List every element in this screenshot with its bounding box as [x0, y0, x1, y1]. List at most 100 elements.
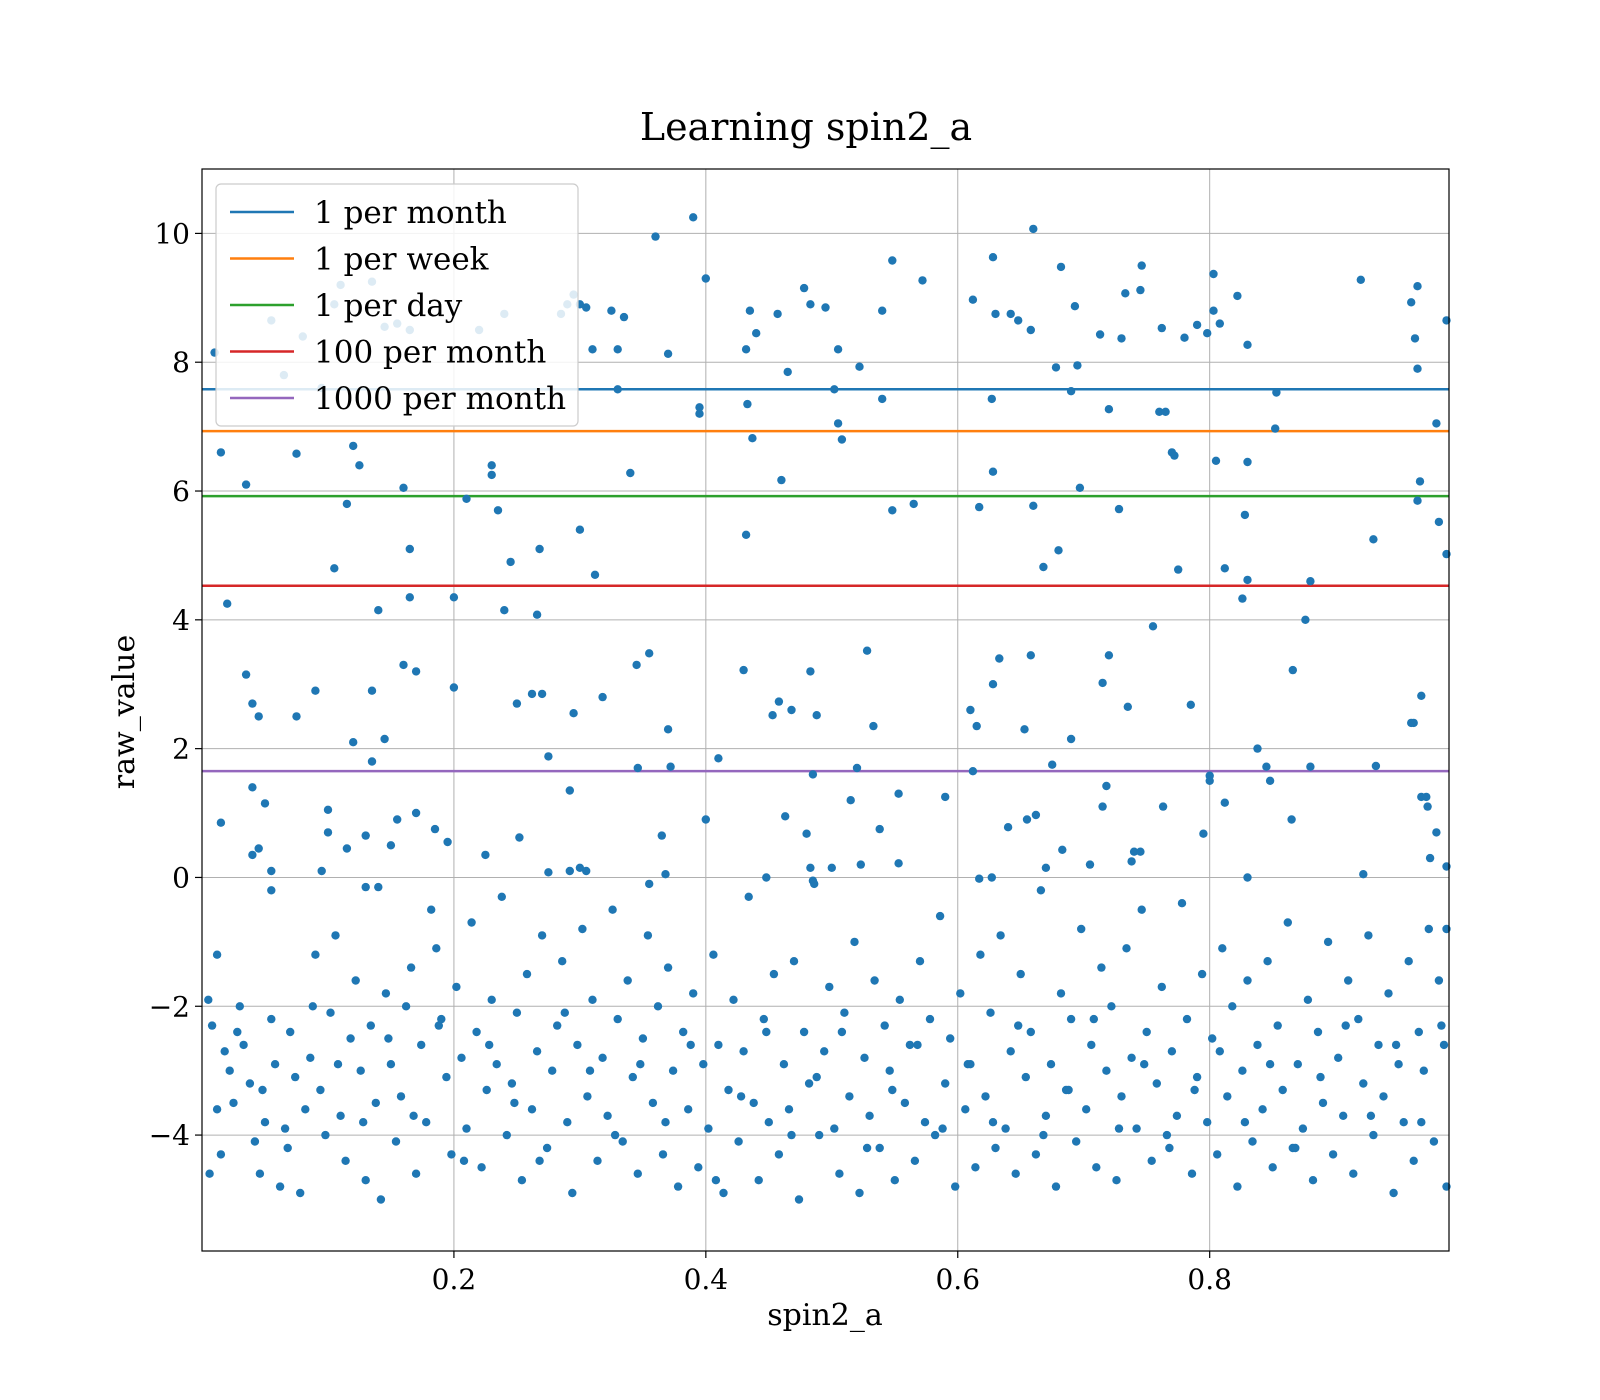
data-point [308, 1002, 317, 1011]
data-point [1341, 1021, 1350, 1030]
data-point [542, 1143, 552, 1153]
data-point [856, 860, 865, 869]
plot-frame [201, 168, 1450, 1252]
data-point [374, 606, 383, 615]
data-point [658, 1150, 668, 1159]
data-point [1243, 873, 1252, 882]
data-point [1366, 1111, 1376, 1121]
data-point [1384, 989, 1393, 998]
data-point [941, 1079, 950, 1088]
data-point [248, 850, 257, 860]
data-point [784, 1105, 794, 1114]
data-point [1228, 1002, 1237, 1011]
data-point [573, 1040, 582, 1050]
data-point [1056, 989, 1066, 998]
data-point [663, 349, 673, 358]
data-point [1253, 1040, 1262, 1050]
data-point [1087, 1040, 1096, 1050]
data-point [783, 367, 792, 377]
data-point [1434, 976, 1444, 985]
data-point [590, 570, 600, 579]
data-point [323, 805, 333, 814]
data-point [401, 1002, 411, 1011]
data-point [1243, 340, 1252, 349]
data-point [865, 1111, 874, 1121]
data-point [1192, 320, 1202, 330]
data-point [1407, 718, 1416, 728]
data-point [1157, 982, 1167, 992]
data-point [875, 824, 884, 834]
data-point [205, 1169, 214, 1178]
data-point [1334, 1053, 1343, 1063]
data-point [996, 931, 1005, 940]
data-point [588, 345, 597, 354]
data-point [544, 868, 553, 877]
data-point [1172, 1111, 1182, 1121]
data-point [714, 1040, 723, 1050]
data-point [951, 1182, 960, 1191]
data-point [391, 1137, 401, 1146]
data-point [510, 1098, 519, 1108]
data-point [1137, 905, 1146, 914]
data-point [216, 448, 226, 457]
data-point [575, 863, 585, 872]
legend-label: 100 per month [314, 335, 546, 371]
data-point [1039, 1130, 1048, 1140]
data-point [270, 1060, 280, 1069]
data-point [1439, 1040, 1449, 1050]
data-point [870, 976, 879, 985]
data-point [694, 1163, 703, 1172]
data-point [1003, 823, 1013, 832]
data-point [1104, 405, 1114, 414]
data-point [568, 1188, 577, 1198]
data-point [1051, 1182, 1061, 1191]
data-point [1391, 1040, 1401, 1050]
data-point [1157, 323, 1167, 333]
data-point [248, 699, 257, 708]
data-point [1089, 1014, 1099, 1024]
data-point [532, 610, 542, 619]
data-point [355, 461, 364, 470]
data-point [701, 274, 710, 283]
data-point [618, 1137, 627, 1146]
legend-label: 1000 per month [314, 381, 566, 417]
data-point [449, 683, 459, 692]
data-point [1066, 1014, 1076, 1024]
data-point [487, 470, 496, 480]
data-point [267, 866, 276, 876]
data-point [789, 957, 799, 966]
data-point [1278, 1085, 1287, 1095]
data-point [477, 1163, 486, 1172]
data-point [485, 1040, 494, 1050]
data-point [1288, 665, 1298, 675]
data-point [918, 276, 927, 285]
data-point [895, 995, 904, 1004]
data-point [349, 738, 358, 747]
data-point [1371, 761, 1381, 771]
data-point [411, 808, 421, 818]
data-point [633, 1169, 642, 1178]
data-point [1072, 1137, 1081, 1146]
data-point [1434, 517, 1444, 527]
data-point [286, 1027, 295, 1037]
data-point [626, 468, 635, 478]
data-point [316, 1085, 325, 1095]
data-point [935, 911, 945, 921]
data-point [704, 1124, 713, 1133]
data-point [1162, 1130, 1172, 1140]
data-point [553, 1021, 562, 1030]
data-point [1429, 1137, 1439, 1146]
data-point [1167, 1047, 1177, 1056]
data-point [920, 1118, 930, 1127]
data-point [762, 1027, 771, 1037]
data-point [894, 789, 903, 798]
data-point [913, 1040, 922, 1050]
data-point [1399, 1118, 1408, 1127]
data-point [1036, 886, 1046, 895]
data-point [585, 1066, 595, 1075]
data-point [283, 1143, 292, 1153]
data-point [905, 1040, 915, 1050]
data-point [333, 1060, 343, 1069]
data-point [1271, 424, 1280, 433]
data-point [787, 1130, 796, 1140]
